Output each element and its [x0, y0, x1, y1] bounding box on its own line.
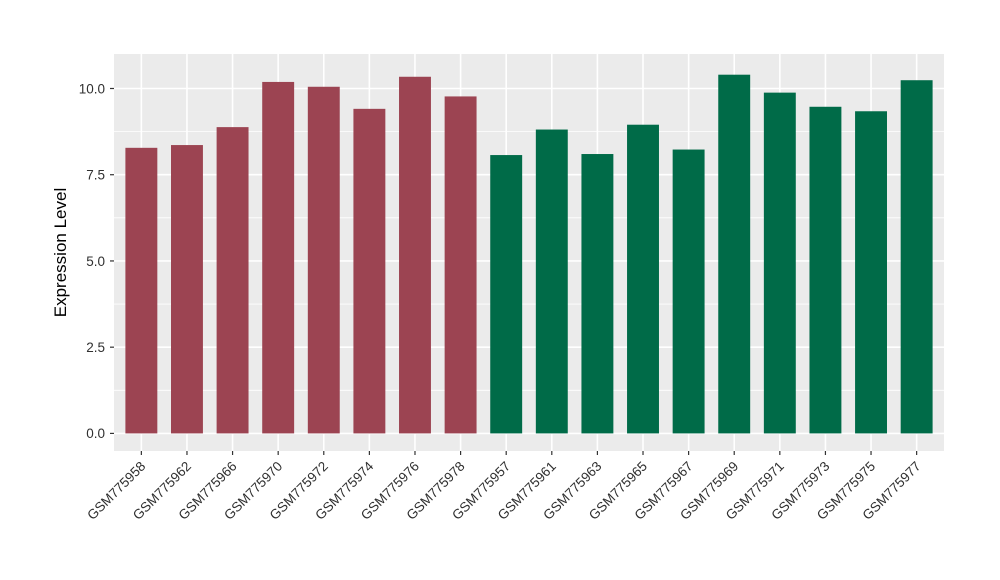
bar-GSM775966	[216, 127, 249, 434]
y-axis-title: Expression Level	[51, 188, 70, 317]
bar-GSM775973	[809, 106, 842, 434]
y-tick-label: 5.0	[86, 254, 105, 269]
y-tick-label: 10.0	[79, 81, 105, 96]
bar-GSM775962	[171, 145, 203, 434]
bar-GSM775975	[855, 111, 887, 434]
y-tick-label: 2.5	[86, 340, 105, 355]
bar-GSM775970	[262, 81, 295, 434]
y-tick-label: 0.0	[86, 426, 105, 441]
bar-GSM775963	[581, 154, 614, 434]
bar-GSM775957	[490, 155, 523, 434]
bar-GSM775965	[627, 124, 659, 434]
bar-GSM775976	[399, 76, 431, 434]
bar-GSM775978	[444, 96, 477, 434]
bar-GSM775971	[763, 92, 796, 434]
y-tick-label: 7.5	[86, 168, 105, 183]
bar-GSM775961	[535, 129, 568, 434]
bar-GSM775974	[353, 108, 386, 434]
bar-GSM775972	[307, 86, 340, 434]
bar-GSM775969	[718, 74, 751, 434]
bar-GSM775958	[125, 147, 158, 434]
plot-panel	[114, 54, 944, 451]
bar-GSM775967	[672, 149, 705, 434]
bar-GSM775977	[900, 80, 933, 434]
